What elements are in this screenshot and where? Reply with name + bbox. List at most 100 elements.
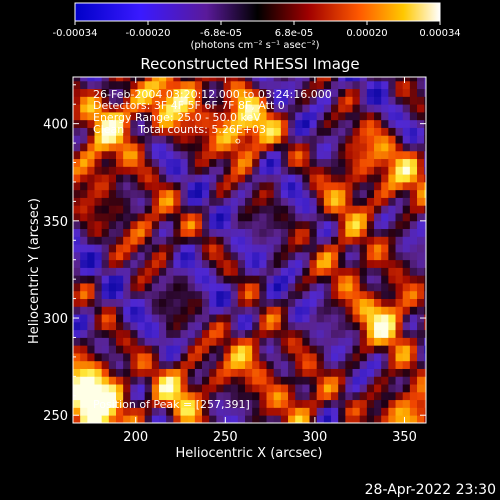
heatmap-cell <box>173 189 181 198</box>
heatmap-cell <box>166 368 174 377</box>
heatmap-cell <box>137 368 146 377</box>
heatmap-cell <box>252 321 260 331</box>
heatmap-cell <box>202 384 210 393</box>
heatmap-cell <box>108 251 117 261</box>
heatmap-cell <box>323 298 332 307</box>
heatmap-cell <box>331 399 339 408</box>
heatmap-cell <box>245 399 253 408</box>
heatmap-cell <box>309 80 318 90</box>
heatmap-cell <box>216 228 224 237</box>
heatmap-cell <box>366 321 375 331</box>
heatmap-cell <box>352 205 361 214</box>
heatmap-cell <box>424 329 426 338</box>
heatmap-cell <box>266 166 275 175</box>
heatmap-cell <box>245 329 253 338</box>
heatmap-cell <box>417 275 425 284</box>
heatmap-cell <box>116 205 124 214</box>
heatmap-cell <box>402 228 411 237</box>
heatmap-cell <box>101 104 110 113</box>
heatmap-cell <box>381 143 389 152</box>
heatmap-cell <box>359 119 368 128</box>
heatmap-cell <box>295 321 303 331</box>
heatmap-cell <box>259 376 267 385</box>
heatmap-cell <box>94 135 103 144</box>
heatmap-cell <box>338 329 346 338</box>
heatmap-cell <box>216 189 224 198</box>
heatmap-cell <box>94 399 103 408</box>
heatmap-cell <box>202 306 210 315</box>
heatmap-cell <box>295 104 303 113</box>
heatmap-cell <box>108 220 117 230</box>
heatmap-cell <box>137 399 146 408</box>
heatmap-cell <box>259 80 267 90</box>
heatmap-cell <box>338 158 346 167</box>
heatmap-cell <box>101 111 110 121</box>
heatmap-cell <box>259 259 267 268</box>
heatmap-cell <box>359 166 368 175</box>
heatmap-cell <box>395 251 404 261</box>
heatmap-cell <box>80 275 88 284</box>
heatmap-cell <box>116 88 124 97</box>
heatmap-cell <box>288 80 296 90</box>
heatmap-cell <box>331 360 339 369</box>
heatmap-cell <box>151 376 160 385</box>
heatmap-cell <box>159 228 167 237</box>
heatmap-cell <box>273 104 282 113</box>
heatmap-cell <box>187 376 196 385</box>
heatmap-cell <box>280 290 289 299</box>
heatmap-cell <box>273 158 282 167</box>
heatmap-cell <box>395 197 404 206</box>
heatmap-cell <box>194 298 203 307</box>
heatmap-cell <box>116 181 124 191</box>
heatmap-cell <box>108 376 117 385</box>
heatmap-cell <box>94 259 103 268</box>
heatmap-cell <box>374 244 382 253</box>
heatmap-cell <box>108 329 117 338</box>
heatmap-cell <box>202 329 210 338</box>
heatmap-cell <box>108 353 117 362</box>
heatmap-cell <box>151 80 160 90</box>
heatmap-cell <box>402 360 411 369</box>
heatmap-cell <box>223 345 232 354</box>
heatmap-cell <box>252 150 260 160</box>
heatmap-cell <box>338 306 346 315</box>
heatmap-cell <box>302 197 310 206</box>
heatmap-cell <box>309 329 318 338</box>
heatmap-cell <box>73 80 81 90</box>
heatmap-cell <box>388 244 396 253</box>
heatmap-cell <box>94 407 103 416</box>
heatmap-cell <box>237 391 246 401</box>
heatmap-cell <box>230 298 239 307</box>
heatmap-cell <box>302 353 310 362</box>
heatmap-cell <box>237 415 246 423</box>
heatmap-cell <box>94 228 103 237</box>
heatmap-cell <box>388 353 396 362</box>
heatmap-cell <box>409 205 418 214</box>
heatmap-cell <box>381 314 389 323</box>
heatmap-cell <box>137 205 146 214</box>
heatmap-cell <box>252 119 260 128</box>
heatmap-cell <box>395 391 404 401</box>
heatmap-cell <box>345 259 353 268</box>
heatmap-cell <box>245 415 253 423</box>
heatmap-cell <box>409 407 418 416</box>
heatmap-cell <box>173 104 181 113</box>
heatmap-cell <box>374 251 382 261</box>
heatmap-cell <box>108 80 117 90</box>
heatmap-cell <box>280 213 289 222</box>
heatmap-cell <box>280 368 289 377</box>
heatmap-cell <box>108 321 117 331</box>
heatmap-cell <box>417 259 425 268</box>
heatmap-cell <box>280 407 289 416</box>
heatmap-cell <box>116 259 124 268</box>
heatmap-cell <box>237 267 246 276</box>
heatmap-cell <box>280 267 289 276</box>
heatmap-cell <box>424 158 426 167</box>
heatmap-cell <box>130 360 138 369</box>
heatmap-cell <box>316 77 325 82</box>
heatmap-cell <box>180 174 189 183</box>
heatmap-cell <box>402 337 411 346</box>
heatmap-cell <box>245 127 253 136</box>
heatmap-cell <box>273 166 282 175</box>
heatmap-cell <box>417 360 425 369</box>
